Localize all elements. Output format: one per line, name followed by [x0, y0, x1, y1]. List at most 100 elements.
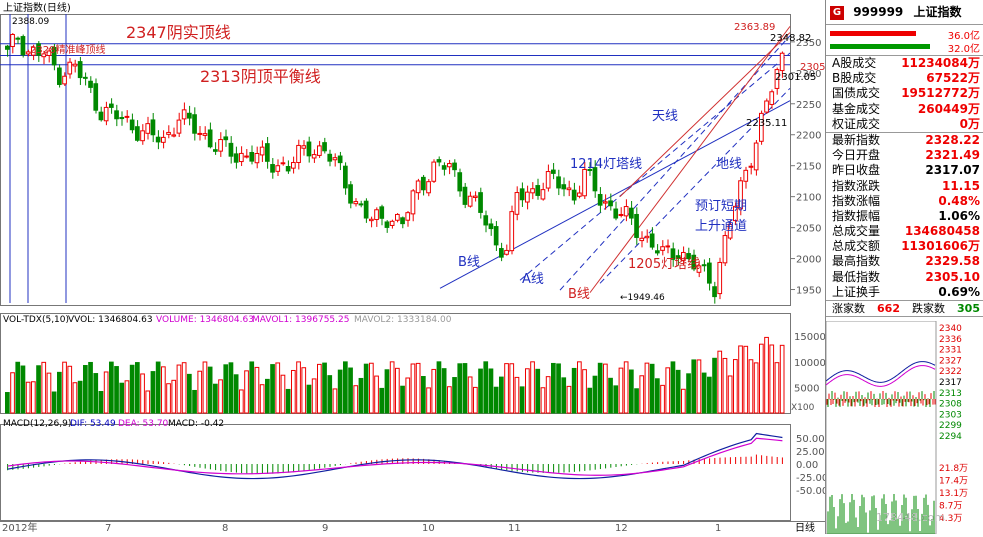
candle-body: [764, 100, 769, 113]
candle-body: [707, 262, 712, 284]
volume-bar: [207, 366, 213, 414]
candle-body: [441, 165, 447, 170]
volume-bar: [488, 368, 494, 414]
volume-bar: [244, 370, 249, 414]
anno-channel: 上升通道: [695, 219, 747, 234]
candle-body: [259, 146, 265, 156]
dea-line: [7, 437, 783, 476]
mavol2-label: MAVOL2: 1333184.00: [354, 315, 452, 325]
candle-body: [171, 134, 177, 137]
trend-b-line: [439, 100, 791, 289]
month-label: 10: [422, 523, 435, 534]
volume-bar: [707, 376, 712, 414]
candlestick-chart[interactable]: 2350 2300 2250 2200 2150 2100 2050 2000 1950 上证指…: [0, 0, 828, 534]
quote-value: 2317.07: [925, 163, 980, 178]
volume-bar: [161, 366, 166, 414]
sidebar-header: G 999999 上证指数: [826, 0, 983, 25]
index-name: 上证指数: [913, 5, 962, 19]
volume-bar: [779, 344, 785, 414]
candle-body: [613, 208, 619, 219]
candle-body: [332, 157, 338, 161]
candle-body: [759, 112, 764, 142]
dif-line: [7, 432, 783, 480]
quote-label: 今日开盘: [832, 148, 881, 163]
volume-bar: [223, 364, 229, 414]
volume-bar: [727, 375, 733, 414]
volume-bar: [530, 361, 535, 414]
candle-body: [291, 162, 296, 169]
candle-body: [603, 201, 608, 204]
trend-1205-line: [589, 26, 791, 293]
volume-bar: [332, 388, 338, 414]
candle-body: [140, 130, 145, 142]
candle-body: [10, 34, 15, 48]
volume-bar: [457, 363, 463, 414]
volume-bar: [649, 363, 655, 414]
candle-body: [192, 114, 197, 134]
chart-title: 上证指数(日线): [3, 1, 71, 14]
volume-bar: [25, 381, 31, 414]
quote-value: 0.69%: [938, 284, 980, 299]
quote-row: 基金成交 260449万: [826, 102, 983, 117]
volume-bar: [202, 361, 208, 414]
anno-2313: 2313阴顶平衡线: [200, 67, 321, 86]
quote-label: 昨日收盘: [832, 163, 881, 178]
volume-bar: [155, 361, 161, 414]
candle-body: [129, 119, 135, 131]
candle-body: [545, 171, 551, 189]
candle-body: [769, 91, 775, 105]
anno-2347: 2347阴实顶线: [126, 23, 231, 42]
quote-value: 2305.10: [925, 269, 980, 284]
candle-body: [197, 132, 203, 135]
candle-body: [358, 203, 364, 206]
candle-body: [571, 189, 577, 201]
quote-label: 最低指数: [832, 269, 881, 284]
candle-body: [369, 218, 374, 222]
volume-bar: [280, 374, 286, 414]
candle-body: [410, 190, 416, 215]
volume-bar: [62, 361, 67, 414]
month-label: 11: [508, 523, 521, 534]
candle-body: [738, 180, 743, 210]
candle-body: [88, 80, 93, 88]
volume-bar: [317, 363, 322, 414]
quote-row: 总成交量 134680458: [826, 224, 983, 239]
intraday-mini-chart[interactable]: 2340 2336 2331 2327 2322 2317 2313 2308 2303 2299…: [825, 320, 983, 535]
mini-price-tick: 2322: [939, 367, 962, 377]
volume-bar: [150, 371, 156, 414]
candle-body: [722, 235, 728, 264]
volume-bar: [634, 388, 639, 414]
volume-bar: [613, 385, 619, 414]
candle-body: [519, 188, 525, 201]
index-code: 999999: [853, 5, 904, 19]
volume-bar: [41, 361, 47, 414]
price-tick-label: 2250: [796, 100, 821, 111]
volume-bar: [426, 387, 431, 414]
volume-bar: [618, 367, 624, 414]
candle-body: [306, 141, 312, 157]
quote-value: 134680458: [904, 224, 980, 239]
volume-label: VOLUME: 1346804.63: [156, 315, 254, 325]
volume-bar: [379, 387, 385, 414]
candle-body: [655, 250, 660, 254]
price-tick-label: 2000: [796, 255, 821, 266]
candle-body: [639, 237, 645, 242]
candle-body: [218, 139, 223, 152]
volume-bar: [327, 375, 333, 414]
volume-bar: [129, 364, 135, 414]
volume-bar: [103, 371, 109, 414]
candle-body: [363, 200, 369, 219]
dif-label: DIF: 53.49: [70, 419, 116, 429]
candle-body: [124, 115, 130, 118]
volume-bar: [36, 365, 41, 414]
anno-b-line-1: B线: [458, 255, 480, 270]
quote-label: 最高指数: [832, 254, 881, 269]
volume-bar: [525, 368, 530, 414]
quote-value: 260449万: [917, 101, 980, 116]
high-marker: 2388.09: [12, 17, 49, 27]
candle-body: [389, 220, 395, 226]
quote-row: 最新指数 2328.22: [826, 133, 983, 148]
candle-body: [561, 184, 567, 190]
candle-body: [400, 217, 405, 225]
mini-price-tick: 2327: [939, 356, 962, 366]
